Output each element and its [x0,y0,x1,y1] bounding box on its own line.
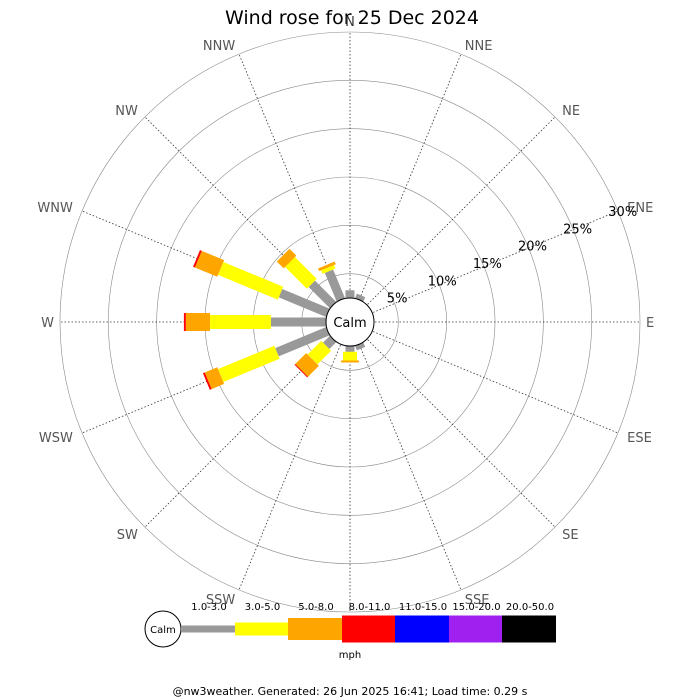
bar-wnw [193,250,330,317]
legend-swatch-6 [502,615,556,643]
bar-segment-sse-0 [355,342,366,351]
bar-segment-nw-2 [276,248,297,269]
legend-units: mph [339,650,361,661]
ring-label-15: 15% [473,257,502,272]
bar-wsw [202,327,330,390]
legend-calm-label: Calm [150,625,176,636]
bar-segment-nnw-1 [321,264,336,274]
direction-label-nnw: NNW [203,39,235,54]
direction-label-nw: NW [115,104,138,119]
direction-label-sse: SSE [465,593,490,608]
calm-center: Calm [325,297,375,347]
legend-swatch-2 [288,618,342,640]
legend-label-3: 8.0-11.0 [349,602,391,613]
bar-segment-w-0 [270,317,326,327]
spoke-nw [144,116,333,305]
bar-segment-wsw-1 [217,345,280,383]
bar-nw [276,248,337,309]
legend-swatch-4 [395,615,449,643]
spoke-ne [367,116,556,305]
bar-segment-w-2 [185,313,210,331]
calm-label: Calm [333,316,366,331]
spoke-sw [144,339,333,528]
direction-label-ne: NE [562,104,580,119]
spoke-ese [372,331,619,434]
bar-segment-w-1 [210,315,271,329]
bar-segment-s-2 [341,360,359,363]
ring-label-20: 20% [518,240,547,255]
bar-segment-wsw-2 [204,367,225,390]
direction-label-ene: ENE [627,201,653,216]
footer-text: @nw3weather. Generated: 26 Jun 2025 16:4… [173,685,528,698]
ring-label-5: 5% [387,292,408,307]
legend-label-6: 20.0-50.0 [506,602,554,613]
spoke-sse [359,344,462,591]
bar-segment-w-3 [183,313,186,331]
legend-label-1: 3.0-5.0 [245,602,280,613]
direction-label-wsw: WSW [39,431,73,446]
speed-legend: Calm 1.0-3.0 3.0-5.0 5.0-8.0 8.0-11.0 11.0-1… [144,602,556,648]
spoke-nne [359,53,462,300]
bar-sse [355,342,366,351]
bar-segment-s-0 [345,346,355,352]
bar-segment-sw-1 [307,340,332,365]
spoke-wsw [81,331,328,434]
bar-segment-n-0 [345,290,355,298]
legend-label-5: 15.0-20.0 [452,602,500,613]
spoke-wnw [81,210,328,313]
bar-segment-nne-0 [355,293,366,302]
direction-label-nne: NNE [465,39,493,54]
bar-s [341,346,359,363]
legend-label-4: 11.0-15.0 [399,602,447,613]
spoke-ssw [238,344,341,591]
legend-label-0: 1.0-3.0 [191,602,226,613]
bar-segment-wsw-0 [275,327,330,357]
bar-segment-sw-3 [294,364,308,378]
spoke-nnw [238,53,341,300]
direction-label-ese: ESE [627,431,652,446]
bar-nne [355,293,366,302]
bar-segment-wnw-0 [278,289,330,317]
spoke-ene [372,210,619,313]
bar-n [345,290,355,298]
legend-swatch-5 [449,615,502,643]
bar-w [183,313,326,331]
bar-segment-nnw-2 [318,261,336,272]
ring-label-30: 30% [608,205,637,220]
direction-label-w: W [41,316,54,331]
direction-label-n: N [345,15,355,30]
bar-segment-wnw-2 [194,250,225,277]
ring-label-25: 25% [563,222,592,237]
bar-segment-nnw-0 [324,269,345,302]
bar-segment-sw-2 [295,353,319,377]
legend-swatch-0 [181,625,235,633]
ring-30 [59,31,641,613]
bar-segment-wnw-1 [217,261,284,300]
direction-label-e: E [646,316,654,331]
bar-segment-wsw-3 [202,372,212,390]
direction-spokes [60,32,640,612]
bar-nnw [318,261,345,302]
bar-segment-nw-1 [285,257,317,289]
direction-label-se: SE [562,528,578,543]
chart-title: Wind rose for 25 Dec 2024 [225,7,479,29]
ring-25 [108,80,592,564]
bar-segment-nw-0 [308,280,337,309]
legend-label-2: 5.0-8.0 [298,602,333,613]
direction-label-wnw: WNW [37,201,73,216]
ring-label-10: 10% [428,274,457,289]
bar-segment-s-1 [343,351,357,361]
direction-label-ssw: SSW [206,593,236,608]
ring-percent-labels: 5% 10% 15% 20% 25% 30% [387,205,637,307]
direction-labels: NNNENEENEEESESESSESSSWSWWSWWWNWNWNNW [37,15,654,635]
legend-swatch-1 [235,622,288,636]
direction-label-sw: SW [117,528,138,543]
legend-swatch-3 [342,615,395,643]
spoke-se [367,339,556,528]
bar-segment-wnw-3 [193,250,202,268]
